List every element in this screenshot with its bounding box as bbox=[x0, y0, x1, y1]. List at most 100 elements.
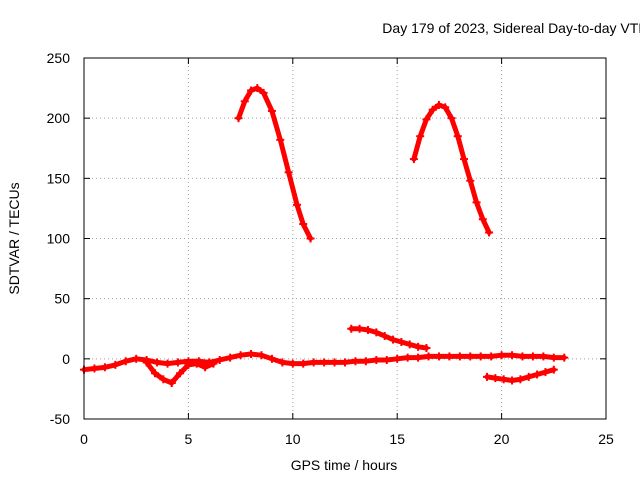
data-point-arc-2 bbox=[447, 114, 456, 123]
data-point-arc-3 bbox=[380, 331, 389, 340]
data-point-baseline bbox=[90, 364, 99, 373]
data-point-baseline bbox=[121, 357, 130, 366]
data-point-arc-4 bbox=[533, 370, 542, 379]
data-point-baseline bbox=[445, 352, 454, 361]
data-point-arc-1 bbox=[247, 86, 256, 95]
data-point-dip-2 bbox=[209, 359, 218, 368]
data-point-baseline bbox=[518, 352, 527, 361]
y-tick-label: 150 bbox=[47, 170, 71, 186]
data-point-baseline bbox=[414, 353, 423, 362]
x-tick-label: 15 bbox=[389, 431, 405, 447]
data-point-arc-2 bbox=[416, 132, 425, 141]
data-point-arc-2 bbox=[441, 103, 450, 112]
data-point-baseline bbox=[341, 358, 349, 367]
data-point-baseline bbox=[434, 352, 443, 361]
data-point-baseline bbox=[267, 354, 276, 363]
y-tick-label: 0 bbox=[62, 351, 70, 367]
data-point-baseline bbox=[549, 353, 558, 362]
data-point-dip-2 bbox=[167, 378, 176, 387]
data-point-arc-3 bbox=[405, 340, 414, 349]
data-point-arc-3 bbox=[414, 342, 423, 351]
x-tick-label: 20 bbox=[494, 431, 510, 447]
data-point-baseline bbox=[257, 351, 266, 360]
data-point-baseline bbox=[403, 353, 412, 362]
data-point-baseline bbox=[247, 350, 256, 359]
data-point-baseline bbox=[560, 353, 569, 362]
x-tick-label: 5 bbox=[185, 431, 193, 447]
data-point-dip-1 bbox=[142, 358, 151, 367]
data-point-baseline bbox=[111, 360, 120, 369]
data-point-arc-1 bbox=[306, 234, 315, 243]
x-tick-label: 25 bbox=[598, 431, 614, 447]
data-point-arc-1 bbox=[259, 88, 268, 97]
y-tick-label: 50 bbox=[54, 291, 70, 307]
chart-title: Day 179 of 2023, Sidereal Day-to-day VTE… bbox=[382, 20, 640, 36]
x-axis-label: GPS time / hours bbox=[291, 457, 398, 473]
data-point-arc-1 bbox=[292, 200, 301, 209]
data-point-arc-3 bbox=[347, 324, 356, 333]
data-point-baseline bbox=[215, 356, 224, 365]
data-point-arc-4 bbox=[482, 372, 491, 381]
data-point-baseline bbox=[173, 358, 182, 367]
data-point-arc-2 bbox=[453, 132, 462, 141]
data-point-arc-2 bbox=[409, 155, 418, 164]
x-tick-label: 10 bbox=[285, 431, 301, 447]
data-point-dip-1 bbox=[150, 369, 159, 378]
data-point-arc-1 bbox=[253, 84, 262, 93]
data-point-arc-3 bbox=[397, 337, 406, 346]
data-point-baseline bbox=[424, 352, 433, 361]
data-point-arc-2 bbox=[428, 105, 437, 114]
x-tick-label: 0 bbox=[80, 431, 88, 447]
data-point-arc-3 bbox=[422, 344, 431, 353]
data-point-arc-1 bbox=[267, 106, 276, 115]
data-point-baseline bbox=[351, 357, 360, 366]
data-point-baseline bbox=[372, 356, 381, 365]
data-series bbox=[80, 84, 569, 387]
series-line-arc-3 bbox=[348, 326, 429, 351]
data-point-baseline bbox=[132, 354, 141, 363]
data-point-baseline bbox=[226, 353, 235, 362]
data-point-baseline bbox=[528, 352, 537, 361]
data-point-arc-4 bbox=[491, 374, 500, 383]
data-point-baseline bbox=[299, 359, 308, 368]
data-point-arc-1 bbox=[284, 168, 293, 177]
data-point-arc-4 bbox=[541, 368, 550, 377]
data-point-baseline bbox=[455, 352, 464, 361]
data-point-arc-4 bbox=[499, 375, 508, 384]
y-tick-label: -50 bbox=[50, 411, 70, 427]
data-point-arc-1 bbox=[240, 97, 249, 106]
data-point-baseline bbox=[309, 358, 318, 367]
y-axis-label: SDTVAR / TECUs bbox=[6, 182, 22, 294]
data-point-baseline bbox=[393, 354, 402, 363]
data-point-arc-2 bbox=[478, 215, 487, 224]
data-point-baseline bbox=[466, 352, 475, 361]
data-point-baseline bbox=[288, 359, 297, 368]
data-point-dip-2 bbox=[184, 360, 193, 369]
data-point-dip-2 bbox=[176, 369, 185, 378]
data-point-arc-2 bbox=[472, 198, 481, 207]
data-point-arc-1 bbox=[276, 135, 285, 144]
data-point-arc-2 bbox=[434, 100, 443, 109]
data-point-arc-3 bbox=[363, 325, 372, 334]
data-point-arc-1 bbox=[299, 220, 308, 229]
data-point-arc-4 bbox=[549, 365, 558, 374]
data-point-baseline bbox=[508, 351, 517, 360]
y-tick-label: 200 bbox=[47, 110, 71, 126]
data-point-baseline bbox=[278, 358, 287, 367]
data-point-dip-2 bbox=[192, 359, 201, 368]
series-line-dip-1 bbox=[144, 359, 175, 386]
data-point-arc-2 bbox=[485, 228, 494, 237]
y-tick-label: 250 bbox=[47, 50, 71, 66]
data-point-arc-3 bbox=[355, 324, 364, 333]
data-point-baseline bbox=[497, 351, 506, 360]
data-point-arc-1 bbox=[234, 114, 243, 123]
data-point-baseline bbox=[320, 358, 329, 367]
data-point-arc-4 bbox=[508, 376, 517, 385]
data-point-arc-2 bbox=[422, 115, 431, 124]
plot-frame bbox=[83, 57, 607, 420]
axis-ticks: 0 5 10 15 20 25 -50 0 50 100 150 200 250 bbox=[47, 50, 614, 447]
data-point-baseline bbox=[382, 356, 391, 365]
data-point-baseline bbox=[487, 352, 496, 361]
data-point-arc-2 bbox=[466, 176, 475, 185]
